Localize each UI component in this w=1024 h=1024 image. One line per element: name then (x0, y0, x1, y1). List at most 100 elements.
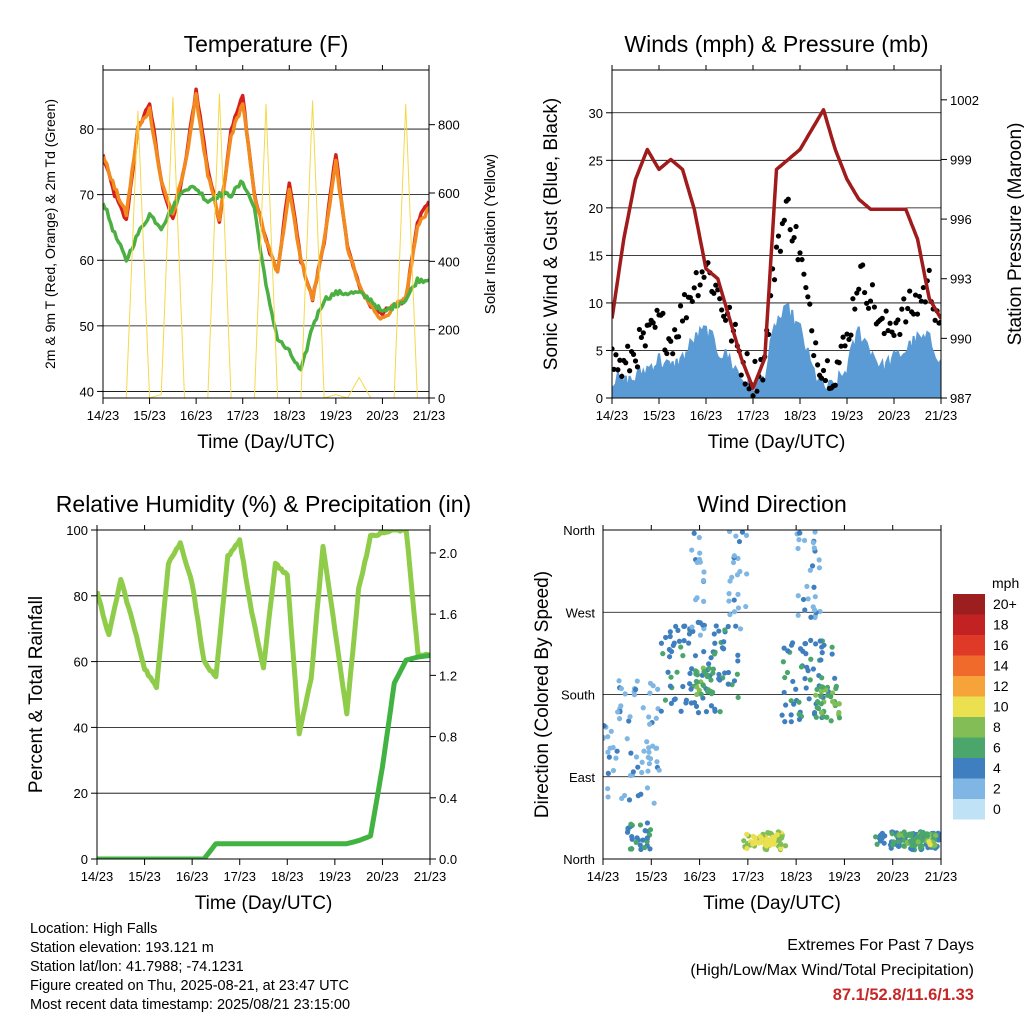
direction-point (667, 683, 674, 689)
gust-point (728, 338, 735, 344)
gust-point (809, 328, 815, 334)
x-axis-label: Time (Day/UTC) (703, 893, 841, 914)
direction-point (675, 627, 681, 633)
direction-point (909, 846, 915, 853)
direction-point (627, 846, 634, 852)
y2-tick-label: 993 (950, 272, 972, 287)
direction-point (818, 709, 825, 716)
direction-point (800, 596, 807, 603)
x-tick-label: 18/23 (271, 869, 304, 884)
direction-point (788, 712, 794, 718)
gust-point (721, 313, 727, 319)
y2-tick-label: 999 (950, 152, 972, 167)
x-tick-label: 15/23 (635, 869, 668, 884)
extremes-block: Extremes For Past 7 Days (High/Low/Max W… (690, 933, 974, 1008)
y-tick-label: 20 (589, 201, 603, 216)
gust-point (697, 282, 703, 288)
direction-point (660, 651, 666, 657)
gust-point (672, 327, 678, 333)
direction-point (778, 841, 784, 847)
direction-point (872, 834, 879, 840)
direction-point (713, 623, 719, 629)
direction-point (627, 772, 634, 779)
gust-point (681, 291, 688, 298)
gust-point (848, 332, 854, 338)
direction-point (622, 691, 628, 697)
direction-point (706, 661, 712, 667)
direction-point (712, 706, 718, 712)
legend-label: 16 (993, 637, 1009, 653)
direction-point (829, 651, 835, 657)
direction-point (624, 736, 630, 742)
direction-point (606, 754, 612, 760)
wind-direction-frame (602, 529, 942, 860)
gust-point (797, 250, 803, 256)
direction-point (804, 664, 810, 670)
direction-point (639, 769, 645, 776)
series-line (612, 108, 941, 390)
gust-point (846, 336, 852, 343)
direction-point (697, 550, 703, 556)
direction-point (717, 677, 723, 683)
direction-point (917, 845, 924, 851)
direction-point (813, 641, 819, 647)
direction-point (655, 686, 661, 692)
winds-frame (611, 69, 942, 399)
direction-point (733, 623, 739, 629)
gust-point (612, 366, 617, 372)
direction-point (654, 759, 660, 765)
direction-point (782, 719, 788, 725)
direction-point (640, 705, 646, 711)
direction-point (896, 832, 902, 839)
direction-point (750, 833, 756, 839)
direction-point (731, 609, 738, 615)
x-tick-label: 19/23 (319, 869, 352, 884)
direction-point (796, 537, 802, 543)
direction-point (744, 845, 750, 851)
direction-point (650, 743, 656, 749)
direction-point (818, 689, 824, 695)
direction-point (666, 654, 673, 660)
x-tick-label: 20/23 (366, 869, 399, 884)
legend-swatch (953, 676, 985, 697)
direction-point (813, 692, 819, 698)
direction-point (744, 571, 750, 577)
humidity-panel: Relative Humidity (%) & Precipitation (i… (26, 491, 471, 914)
y-tick-label: North (563, 523, 595, 538)
direction-point (906, 831, 912, 837)
gust-point (854, 290, 860, 296)
direction-point (668, 674, 674, 680)
y2-tick-label: 990 (950, 331, 972, 346)
direction-point (646, 749, 652, 755)
x-tick-label: 17/23 (732, 869, 765, 884)
gust-point (811, 352, 817, 359)
direction-point (802, 607, 808, 613)
direction-point (710, 666, 716, 672)
gust-point (887, 320, 893, 326)
direction-point (716, 628, 722, 634)
temperature-title: Temperature (F) (184, 31, 349, 57)
direction-point (814, 704, 820, 711)
y-axis-label: Sonic Wind & Gust (Blue, Black) (541, 98, 562, 370)
gust-point (627, 368, 633, 374)
direction-point (802, 675, 808, 682)
direction-point (731, 597, 737, 603)
direction-point (774, 832, 780, 838)
legend-swatch (953, 737, 985, 758)
legend-label: 4 (993, 760, 1001, 776)
gust-point (664, 350, 670, 357)
direction-point (605, 770, 611, 776)
direction-point (926, 839, 932, 845)
gust-point (879, 315, 885, 321)
direction-point (900, 843, 907, 849)
x-tick-label: 18/23 (780, 869, 813, 884)
direction-point (889, 831, 895, 837)
x-tick-label: 14/23 (596, 408, 629, 423)
legend-label: 8 (993, 719, 1001, 735)
direction-point (687, 670, 693, 677)
direction-point (646, 714, 652, 720)
direction-point (730, 559, 737, 566)
direction-point (694, 684, 700, 690)
direction-point (813, 714, 819, 720)
direction-point (735, 605, 742, 611)
